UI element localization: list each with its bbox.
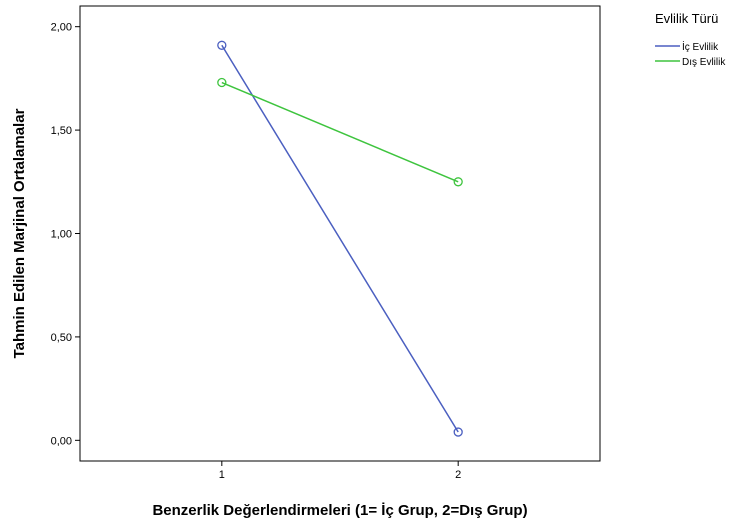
legend-label: İç Evlilik <box>682 40 719 53</box>
y-tick-label: 0,00 <box>51 435 72 447</box>
y-axis-title: Tahmin Edilen Marjinal Ortalamalar <box>11 108 28 358</box>
y-tick-label: 1,50 <box>51 125 72 137</box>
x-tick-label: 1 <box>219 469 225 481</box>
y-tick-label: 0,50 <box>51 332 72 344</box>
y-tick-label: 1,00 <box>51 229 72 241</box>
x-axis-title: Benzerlik Değerlendirmeleri (1= İç Grup,… <box>152 502 527 519</box>
series-line <box>221 44 459 433</box>
plot-area-frame <box>79 5 601 462</box>
legend-label: Dış Evlilik <box>682 57 726 68</box>
data-point-marker <box>217 40 227 50</box>
y-axis: 0,00 0,50 1,00 1,50 2,00 <box>51 22 80 447</box>
series-line <box>221 81 459 183</box>
legend-title: Evlilik Türü <box>655 11 718 26</box>
data-point-marker <box>453 427 463 437</box>
x-tick-label: 2 <box>455 469 461 481</box>
data-point-marker <box>217 77 227 88</box>
series-layer <box>217 40 463 437</box>
series-2 <box>217 77 463 187</box>
legend: Evlilik Türü İç Evlilik Dış Evlilik <box>655 11 726 68</box>
y-tick-label: 2,00 <box>51 22 72 34</box>
series-1 <box>217 40 463 437</box>
data-point-marker <box>453 177 463 187</box>
